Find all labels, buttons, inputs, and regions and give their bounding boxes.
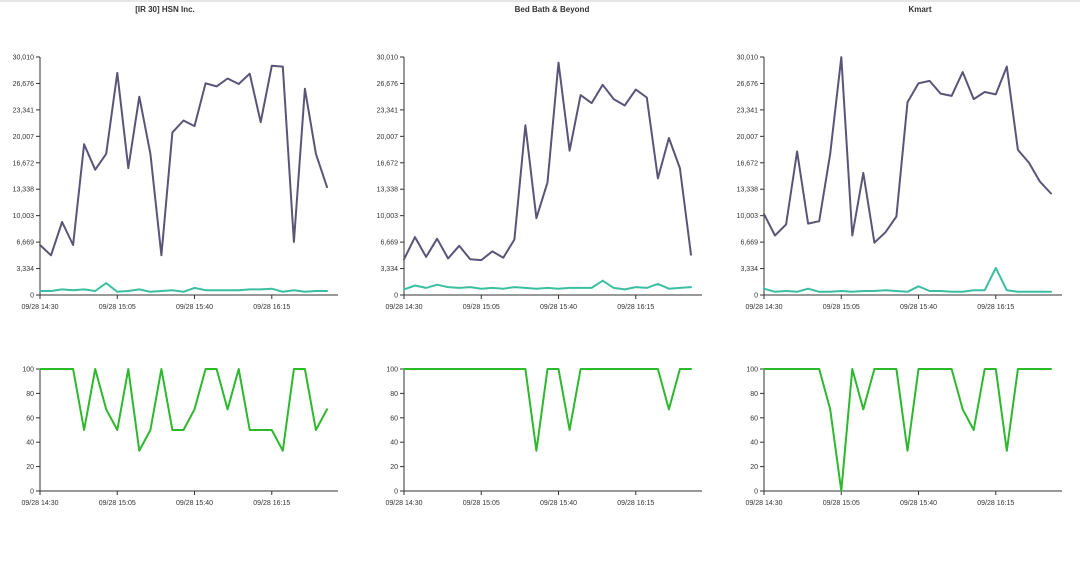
chart-panel-3: Kmart 0 3,334 6,669 10,003 13,338 16,672 20,007… bbox=[737, 5, 1062, 311]
series-line-1 bbox=[39, 64, 328, 257]
y-tick-label: 3,334 bbox=[740, 266, 758, 273]
x-tick-label: 09/28 14:30 bbox=[386, 500, 423, 507]
x-tick-label: 09/28 15:05 bbox=[823, 500, 860, 507]
x-tick-label: 09/28 14:30 bbox=[22, 500, 59, 507]
y-tick-label: 80 bbox=[390, 391, 398, 398]
y-tick-label: 6,669 bbox=[740, 240, 758, 247]
x-tick-label: 09/28 16:15 bbox=[617, 304, 654, 311]
y-tick-label: 3,334 bbox=[16, 266, 34, 273]
y-tick-label: 100 bbox=[386, 367, 398, 374]
top-border bbox=[0, 0, 1080, 2]
chart-panel-5: 0 20 40 60 80 100 09/28 14:30 09/28 15:05 09/28 … bbox=[386, 367, 702, 507]
x-tick-label: 09/28 16:15 bbox=[253, 304, 290, 311]
x-tick-label: 09/28 15:05 bbox=[99, 500, 136, 507]
chart-title: Kmart bbox=[908, 5, 931, 14]
x-tick-label: 09/28 14:30 bbox=[746, 304, 783, 311]
y-tick-label: 26,676 bbox=[737, 81, 759, 88]
y-tick-label: 60 bbox=[390, 415, 398, 422]
y-tick-label: 30,010 bbox=[13, 55, 35, 62]
y-tick-label: 100 bbox=[746, 367, 758, 374]
x-tick-label: 09/28 14:30 bbox=[386, 304, 423, 311]
y-tick-label: 80 bbox=[26, 391, 34, 398]
y-tick-label: 0 bbox=[754, 293, 758, 300]
chart-panel-1: [IR 30] HSN Inc. 0 3,334 6,669 10,003 13,338 1… bbox=[13, 5, 338, 311]
series-line-1 bbox=[39, 368, 328, 452]
y-tick-label: 0 bbox=[754, 489, 758, 496]
x-tick-label: 09/28 15:05 bbox=[99, 304, 136, 311]
y-tick-label: 13,338 bbox=[13, 187, 35, 194]
y-tick-label: 26,676 bbox=[377, 81, 399, 88]
y-tick-label: 20,007 bbox=[737, 134, 759, 141]
y-tick-label: 6,669 bbox=[380, 240, 398, 247]
x-tick-label: 09/28 15:05 bbox=[463, 304, 500, 311]
series-line-1 bbox=[763, 368, 1052, 492]
y-tick-label: 16,672 bbox=[13, 160, 35, 167]
x-tick-label: 09/28 16:15 bbox=[253, 500, 290, 507]
y-tick-label: 20,007 bbox=[13, 134, 35, 141]
y-tick-label: 20 bbox=[390, 464, 398, 471]
y-tick-label: 30,010 bbox=[377, 55, 399, 62]
y-tick-label: 20 bbox=[26, 464, 34, 471]
x-tick-label: 09/28 15:05 bbox=[463, 500, 500, 507]
y-tick-label: 40 bbox=[26, 440, 34, 447]
y-tick-label: 20 bbox=[750, 464, 758, 471]
y-tick-label: 20,007 bbox=[377, 134, 399, 141]
y-tick-label: 23,341 bbox=[377, 107, 399, 114]
x-tick-label: 09/28 15:40 bbox=[540, 304, 577, 311]
x-tick-label: 09/28 15:40 bbox=[176, 500, 213, 507]
y-tick-label: 0 bbox=[394, 489, 398, 496]
y-tick-label: 13,338 bbox=[737, 187, 759, 194]
y-tick-label: 30,010 bbox=[737, 55, 759, 62]
y-tick-label: 16,672 bbox=[737, 160, 759, 167]
y-tick-label: 3,334 bbox=[380, 266, 398, 273]
x-tick-label: 09/28 16:15 bbox=[977, 304, 1014, 311]
y-tick-label: 23,341 bbox=[737, 107, 759, 114]
y-tick-label: 26,676 bbox=[13, 81, 35, 88]
y-tick-label: 10,003 bbox=[13, 213, 35, 220]
series-line-2 bbox=[403, 279, 692, 291]
chart-title: [IR 30] HSN Inc. bbox=[135, 5, 195, 14]
y-tick-label: 100 bbox=[22, 367, 34, 374]
chart-panel-6: 0 20 40 60 80 100 09/28 14:30 09/28 15:05 09/28 … bbox=[746, 367, 1062, 507]
y-tick-label: 10,003 bbox=[377, 213, 399, 220]
x-tick-label: 09/28 15:40 bbox=[900, 500, 937, 507]
series-line-1 bbox=[403, 61, 692, 262]
x-tick-label: 09/28 15:40 bbox=[900, 304, 937, 311]
x-tick-label: 09/28 16:15 bbox=[977, 500, 1014, 507]
y-tick-label: 60 bbox=[26, 415, 34, 422]
y-tick-label: 0 bbox=[30, 489, 34, 496]
y-tick-label: 0 bbox=[30, 293, 34, 300]
y-tick-label: 23,341 bbox=[13, 107, 35, 114]
x-tick-label: 09/28 16:15 bbox=[617, 500, 654, 507]
series-line-2 bbox=[763, 267, 1052, 293]
y-tick-label: 16,672 bbox=[377, 160, 399, 167]
chart-title: Bed Bath & Beyond bbox=[515, 5, 590, 14]
y-tick-label: 13,338 bbox=[377, 187, 399, 194]
y-tick-label: 40 bbox=[750, 440, 758, 447]
y-tick-label: 10,003 bbox=[737, 213, 759, 220]
series-line-2 bbox=[39, 282, 328, 293]
x-tick-label: 09/28 15:05 bbox=[823, 304, 860, 311]
y-tick-label: 40 bbox=[390, 440, 398, 447]
series-line-1 bbox=[763, 56, 1052, 244]
y-tick-label: 80 bbox=[750, 391, 758, 398]
y-tick-label: 60 bbox=[750, 415, 758, 422]
x-tick-label: 09/28 15:40 bbox=[540, 500, 577, 507]
y-tick-label: 6,669 bbox=[16, 240, 34, 247]
x-tick-label: 09/28 14:30 bbox=[22, 304, 59, 311]
y-tick-label: 0 bbox=[394, 293, 398, 300]
x-tick-label: 09/28 14:30 bbox=[746, 500, 783, 507]
x-tick-label: 09/28 15:40 bbox=[176, 304, 213, 311]
series-line-1 bbox=[403, 368, 692, 452]
chart-panel-2: Bed Bath & Beyond 0 3,334 6,669 10,003 13,338… bbox=[377, 5, 702, 311]
chart-panel-4: 0 20 40 60 80 100 09/28 14:30 09/28 15:05 09/28 … bbox=[22, 367, 338, 507]
